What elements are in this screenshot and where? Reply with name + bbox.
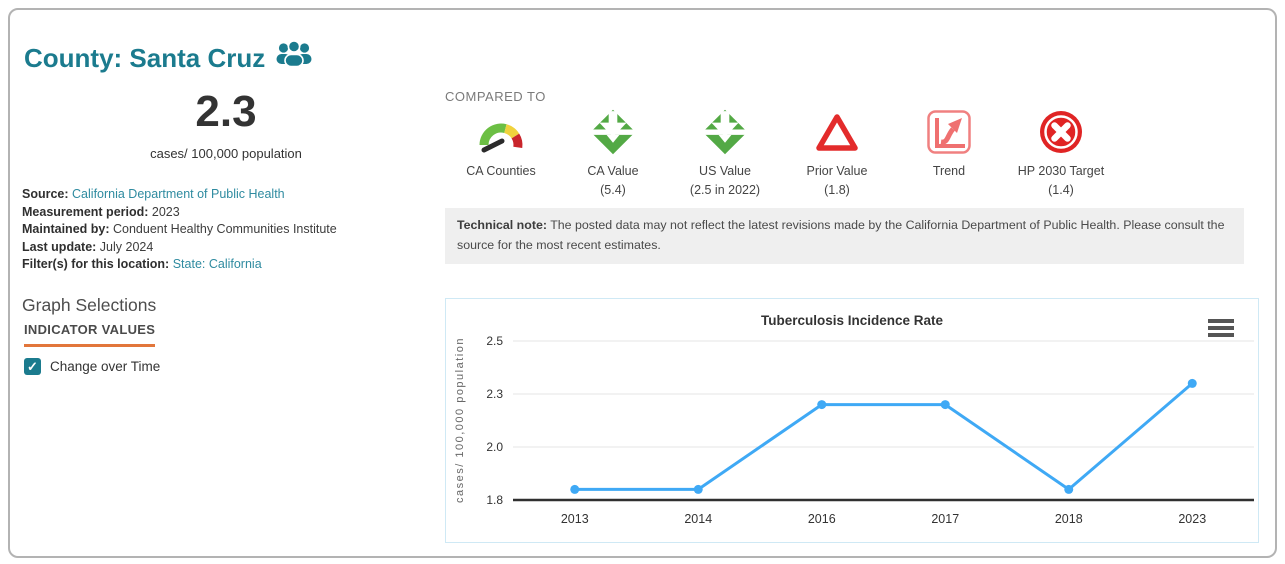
compare-item-label: Prior Value [806, 164, 868, 178]
svg-text:2016: 2016 [808, 512, 836, 526]
change-over-time-checkbox[interactable]: ✓ [24, 358, 41, 375]
compare-item-label: HP 2030 Target [1017, 164, 1105, 178]
technical-note-text: The posted data may not reflect the late… [457, 218, 1225, 252]
meta-label: Measurement period: [22, 204, 149, 219]
hamburger-icon[interactable] [1208, 319, 1234, 340]
compare-item-label: US Value [699, 164, 751, 178]
compare-item-value: (1.4) [1048, 183, 1074, 197]
right-panel: COMPARED TO CA Counties [445, 10, 1267, 556]
warning-triangle-icon [781, 108, 893, 156]
compare-item-ca-value[interactable]: CA Value (5.4) [557, 108, 669, 197]
trend-chart-icon [893, 108, 1005, 156]
meta-row-maintained: Maintained by: Conduent Healthy Communit… [22, 221, 442, 239]
chart-title: Tuberculosis Incidence Rate [760, 313, 944, 328]
meta-row-source: Source: California Department of Public … [22, 186, 442, 204]
meta-row-period: Measurement period: 2023 [22, 204, 442, 222]
technical-note: Technical note: The posted data may not … [445, 208, 1244, 264]
indicator-card: County: Santa Cruz 2.3 cases/ 100,000 po… [8, 8, 1277, 558]
source-link[interactable]: California Department of Public Health [72, 187, 285, 201]
circle-x-icon [1005, 108, 1117, 156]
meta-value: July 2024 [99, 239, 154, 254]
page-title: County: Santa Cruz [24, 40, 313, 77]
compare-item-value: (2.5 in 2022) [689, 183, 761, 197]
compared-to-heading: COMPARED TO [445, 89, 546, 104]
change-over-time-label[interactable]: Change over Time [50, 359, 161, 374]
svg-text:2017: 2017 [931, 512, 959, 526]
svg-text:1.8: 1.8 [486, 493, 503, 507]
compared-to-row: CA Counties CA Value (5.4) [445, 108, 1117, 197]
compare-item-value: (5.4) [600, 183, 626, 197]
page-title-text: County: Santa Cruz [24, 43, 266, 73]
meta-value: Conduent Healthy Communities Institute [113, 222, 337, 237]
gauge-icon [445, 108, 557, 156]
compare-item-value: (1.8) [824, 183, 850, 197]
meta-value: 2023 [151, 204, 180, 219]
users-icon [275, 40, 313, 77]
compare-item-ca-counties[interactable]: CA Counties [445, 108, 557, 197]
svg-text:2.0: 2.0 [486, 440, 503, 454]
tab-indicator-values[interactable]: INDICATOR VALUES [24, 322, 156, 347]
svg-text:cases/ 100,000 population: cases/ 100,000 population [454, 337, 466, 503]
compare-item-label: Trend [932, 164, 966, 178]
indicator-value: 2.3 [195, 87, 257, 136]
indicator-summary: 2.3 cases/ 100,000 population [10, 87, 442, 162]
meta-label: Last update: [22, 239, 97, 254]
indicator-unit: cases/ 100,000 population [150, 146, 302, 161]
meta-row-filters: Filter(s) for this location: State: Cali… [22, 256, 442, 274]
change-over-time-option[interactable]: ✓ Change over Time [24, 358, 160, 375]
svg-text:2014: 2014 [684, 512, 712, 526]
svg-text:2.3: 2.3 [486, 387, 503, 401]
meta-row-updated: Last update: July 2024 [22, 239, 442, 257]
compare-item-label: CA Counties [466, 164, 536, 178]
double-arrow-down-icon [557, 108, 669, 156]
trend-chart-panel: Tuberculosis Incidence Rate 1.8 2.0 2.3 2.5… [445, 298, 1259, 543]
svg-text:2018: 2018 [1055, 512, 1083, 526]
compare-item-trend[interactable]: Trend [893, 108, 1005, 197]
meta-label: Filter(s) for this location: [22, 257, 170, 272]
svg-text:2013: 2013 [561, 512, 589, 526]
trend-chart-svg: 1.8 2.0 2.3 2.5 2013 2014 2016 2017 2018 2023 case… [454, 334, 1254, 526]
meta-block: Source: California Department of Public … [22, 186, 442, 274]
compare-item-hp2030-target[interactable]: HP 2030 Target (1.4) [1005, 108, 1117, 197]
compare-item-prior-value[interactable]: Prior Value (1.8) [781, 108, 893, 197]
graph-selections-heading: Graph Selections [22, 295, 157, 315]
compare-item-us-value[interactable]: US Value (2.5 in 2022) [669, 108, 781, 197]
technical-note-label: Technical note: [457, 218, 547, 232]
compare-item-label: CA Value [587, 164, 639, 178]
meta-label: Maintained by: [22, 222, 110, 237]
svg-text:2.5: 2.5 [486, 334, 503, 348]
check-icon: ✓ [27, 359, 38, 374]
location-filter-link[interactable]: State: California [172, 257, 262, 272]
meta-label: Source: [22, 187, 69, 201]
svg-text:2023: 2023 [1178, 512, 1206, 526]
double-arrow-down-icon [669, 108, 781, 156]
